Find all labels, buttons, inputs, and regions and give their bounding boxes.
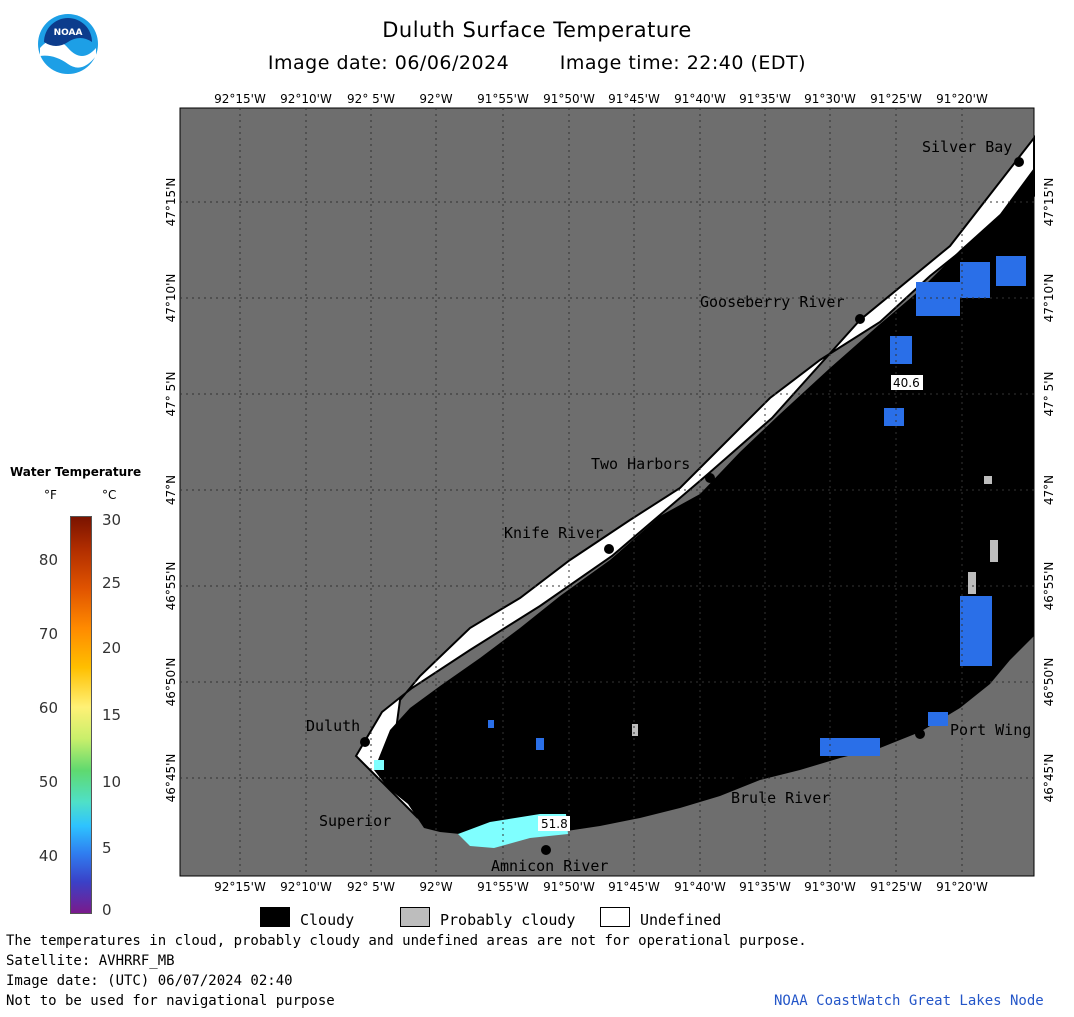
probably-cloudy-patches <box>632 476 998 736</box>
lat-label-left: 47°15'N <box>164 178 178 227</box>
place-label-duluth: Duluth <box>306 717 360 735</box>
lon-label-bottom: 91°20'W <box>936 880 988 894</box>
legend-label-cloudy: Cloudy <box>300 911 355 929</box>
lat-label-right: 47°15'N <box>1042 178 1056 227</box>
note-navigation: Not to be used for navigational purpose <box>6 993 335 1009</box>
note-satellite: Satellite: AVHRRF_MB <box>6 953 175 969</box>
place-label-brule-river: Brule River <box>731 789 830 807</box>
lat-label-left: 46°50'N <box>164 658 178 707</box>
cloud-mass <box>374 168 1034 836</box>
lon-label-bottom: 91°30'W <box>804 880 856 894</box>
lon-label-top: 91°30'W <box>804 92 856 106</box>
map-title: Duluth Surface Temperature <box>382 18 692 42</box>
lon-label-bottom: 92°W <box>419 880 452 894</box>
lat-label-left: 47°10'N <box>164 274 178 323</box>
lon-label-bottom: 92°15'W <box>214 880 266 894</box>
lon-label-bottom: 91°50'W <box>543 880 595 894</box>
lon-label-top: 91°25'W <box>870 92 922 106</box>
image-date: Image date: 06/06/2024 <box>267 52 510 74</box>
image-time: Image time: 22:40 (EDT) <box>559 52 807 74</box>
legend-swatch-cloudy <box>260 907 290 927</box>
lat-label-right: 46°50'N <box>1042 658 1056 707</box>
noaa-logo: NOAA <box>37 13 99 75</box>
scale-c-tick: 0 <box>102 901 112 919</box>
place-label-gooseberry-river: Gooseberry River <box>700 293 845 311</box>
legend-label-undefined: Undefined <box>640 911 722 929</box>
scale-c-tick: 25 <box>102 574 122 592</box>
lon-label-bottom: 91°25'W <box>870 880 922 894</box>
lat-label-left: 46°45'N <box>164 754 178 803</box>
lat-label-right: 46°55'N <box>1042 562 1056 611</box>
readout-value: 51.8 <box>541 817 568 831</box>
note-utc-date: Image date: (UTC) 06/07/2024 02:40 <box>6 973 293 989</box>
scale-f-tick: 80 <box>38 551 58 569</box>
scale-f-tick: 50 <box>38 773 58 791</box>
unit-fahrenheit: °F <box>44 488 57 502</box>
legend-title: Water Temperature <box>10 465 142 479</box>
legend-label-probably-cloudy: Probably cloudy <box>440 911 576 929</box>
graticule <box>180 108 1034 876</box>
lon-label-bottom: 91°35'W <box>739 880 791 894</box>
lon-label-bottom: 92°10'W <box>280 880 332 894</box>
lon-label-top: 91°50'W <box>543 92 595 106</box>
unit-celsius: °C <box>102 488 117 502</box>
temperature-colorbar <box>70 516 92 914</box>
temperature-readout-51-8: 51.8 <box>538 816 570 831</box>
place-label-knife-river: Knife River <box>504 524 603 542</box>
place-label-amnicon-river: Amnicon River <box>491 857 608 875</box>
place-label-two-harbors: Two Harbors <box>591 455 690 473</box>
temperature-readout-40-6: 40.6 <box>891 375 923 390</box>
legend-swatch-probably-cloudy <box>400 907 430 927</box>
lat-label-left: 47° 5'N <box>164 372 178 417</box>
map-subtitle: Image date: 06/06/2024 Image time: 22:40… <box>0 52 1074 74</box>
lon-label-bottom: 91°55'W <box>477 880 529 894</box>
lat-label-left: 46°55'N <box>164 562 178 611</box>
lat-label-right: 47° 5'N <box>1042 372 1056 417</box>
note-operational: The temperatures in cloud, probably clou… <box>6 933 807 949</box>
lon-label-top: 92° 5'W <box>347 92 395 106</box>
scale-f-tick: 60 <box>38 699 58 717</box>
scale-f-tick: 70 <box>38 625 58 643</box>
lon-label-top: 92°10'W <box>280 92 332 106</box>
scale-c-tick: 5 <box>102 839 112 857</box>
lon-label-top: 91°35'W <box>739 92 791 106</box>
scale-c-tick: 30 <box>102 511 122 529</box>
lon-label-top: 92°15'W <box>214 92 266 106</box>
lon-label-top: 92°W <box>419 92 452 106</box>
scale-c-tick: 15 <box>102 706 122 724</box>
lon-label-top: 91°45'W <box>608 92 660 106</box>
lon-label-top: 91°40'W <box>674 92 726 106</box>
lon-label-top: 91°55'W <box>477 92 529 106</box>
scale-c-tick: 20 <box>102 639 122 657</box>
place-label-superior: Superior <box>319 812 391 830</box>
legend-swatch-undefined <box>600 907 630 927</box>
lon-label-bottom: 91°45'W <box>608 880 660 894</box>
lon-label-bottom: 92° 5'W <box>347 880 395 894</box>
scale-c-tick: 10 <box>102 773 122 791</box>
scale-f-tick: 40 <box>38 847 58 865</box>
lat-label-right: 47°N <box>1042 475 1056 505</box>
place-markers <box>360 157 1024 855</box>
place-label-port-wing: Port Wing <box>950 721 1031 739</box>
lon-label-top: 91°20'W <box>936 92 988 106</box>
place-label-silver-bay: Silver Bay <box>922 138 1012 156</box>
lon-label-bottom: 91°40'W <box>674 880 726 894</box>
lat-label-left: 47°N <box>164 475 178 505</box>
lat-label-right: 47°10'N <box>1042 274 1056 323</box>
lat-label-right: 46°45'N <box>1042 754 1056 803</box>
readout-value: 40.6 <box>893 376 920 390</box>
credit-link[interactable]: NOAA CoastWatch Great Lakes Node <box>774 993 1044 1009</box>
logo-text: NOAA <box>54 28 83 38</box>
